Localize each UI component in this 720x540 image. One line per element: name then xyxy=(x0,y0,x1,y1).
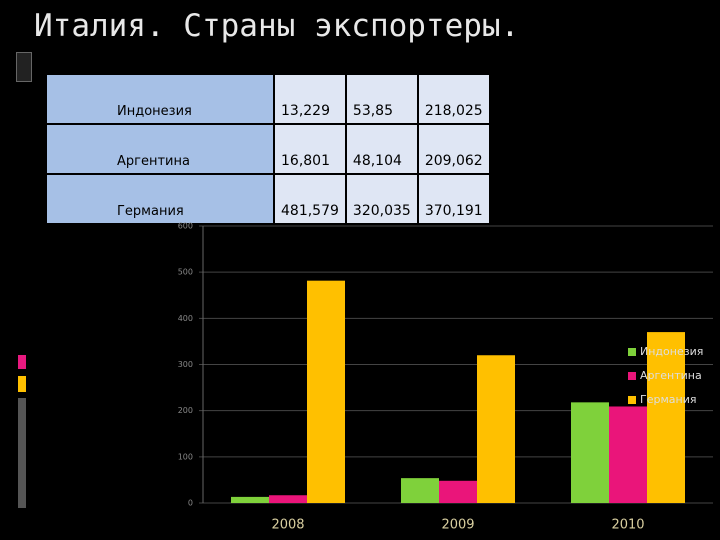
slide-title: Италия. Страны экспортеры. xyxy=(34,8,520,44)
y-tick-label: 100 xyxy=(178,452,193,461)
legend-label: Индонезия xyxy=(640,345,703,358)
bar xyxy=(401,478,439,503)
table-cell: 320,035 xyxy=(344,173,419,225)
y-tick-label: 0 xyxy=(188,499,193,508)
legend-swatch xyxy=(628,348,636,356)
y-tick-label: 200 xyxy=(178,406,193,415)
row-header: Аргентина xyxy=(45,123,275,175)
table-cell: 53,85 xyxy=(344,73,419,125)
y-tick-label: 500 xyxy=(178,268,193,277)
legend-label: Германия xyxy=(640,393,696,406)
y-tick-label: 300 xyxy=(178,360,193,369)
table-cell: 218,025 xyxy=(416,73,491,125)
bar xyxy=(477,355,515,503)
y-tick-label: 400 xyxy=(178,314,193,323)
bar xyxy=(439,480,477,503)
x-tick-label: 2008 xyxy=(271,518,304,533)
table-cell: 48,104 xyxy=(344,123,419,175)
table-cell: 481,579 xyxy=(273,173,347,225)
bar xyxy=(307,280,345,503)
bar xyxy=(647,332,685,503)
legend-label: Аргентина xyxy=(640,369,702,382)
decoration xyxy=(18,355,26,369)
x-tick-label: 2010 xyxy=(611,518,644,533)
row-header: Индонезия xyxy=(45,73,275,125)
bar xyxy=(231,496,269,503)
table-cell: 370,191 xyxy=(416,173,491,225)
decoration xyxy=(18,376,26,392)
table-cell: 209,062 xyxy=(416,123,491,175)
decoration xyxy=(16,52,32,82)
legend-swatch xyxy=(628,372,636,380)
x-tick-label: 2009 xyxy=(441,518,474,533)
y-tick-label: 600 xyxy=(178,222,193,231)
decoration xyxy=(18,398,26,508)
row-header: Германия xyxy=(45,173,275,225)
data-table: Индонезия 13,229 53,85 218,025 Аргентина 16,8… xyxy=(45,73,491,225)
bar xyxy=(609,406,647,503)
legend-swatch xyxy=(628,396,636,404)
table-row: Германия 481,579 320,035 370,191 xyxy=(45,173,491,225)
bar xyxy=(571,402,609,503)
table-cell: 13,229 xyxy=(273,73,347,125)
table-row: Индонезия 13,229 53,85 218,025 xyxy=(45,73,491,125)
table-cell: 16,801 xyxy=(273,123,347,175)
bar xyxy=(269,495,307,503)
table-row: Аргентина 16,801 48,104 209,062 xyxy=(45,123,491,175)
